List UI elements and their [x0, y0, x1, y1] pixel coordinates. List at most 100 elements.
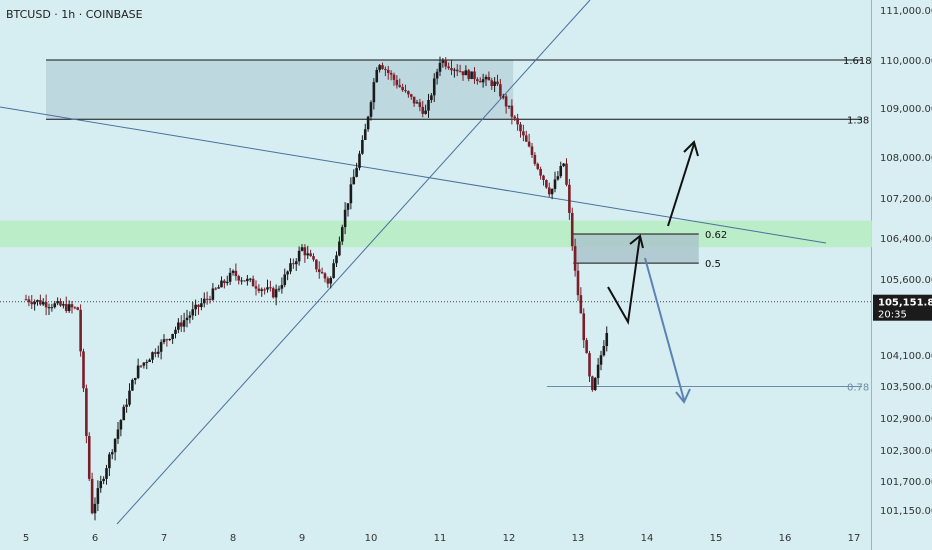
candle-body [461, 71, 465, 76]
candle-body [62, 304, 65, 306]
candle-body [53, 303, 57, 308]
arrowhead-up-1 [629, 234, 644, 249]
candle-body [99, 481, 103, 489]
candle-body [116, 429, 120, 439]
candle-body [533, 154, 537, 164]
candle-body [286, 271, 289, 275]
candle-body [156, 351, 160, 354]
candle-body [527, 141, 531, 147]
candle-body [487, 76, 491, 81]
candle-body [415, 102, 419, 104]
candle-body [386, 69, 390, 73]
candle-body [145, 361, 149, 363]
candle-body [599, 355, 603, 365]
candle-body [481, 79, 485, 83]
candle-body [320, 272, 324, 274]
candle-body [453, 69, 456, 71]
candle-body [570, 212, 574, 247]
candle-body [139, 365, 143, 367]
candle-body [266, 287, 269, 290]
candle-body [64, 304, 68, 311]
candle-body [424, 110, 427, 114]
candle-body [211, 288, 215, 300]
candle-body [188, 315, 192, 318]
candle-body [294, 261, 298, 265]
fib-level-label: 0.78 [847, 383, 869, 394]
price-tick-label: 104,100.00 [880, 351, 932, 362]
candle-body [395, 79, 399, 86]
candle-body [214, 288, 218, 290]
time-tick-label: 6 [92, 533, 98, 544]
candle-body [260, 289, 264, 291]
candle-body [430, 95, 433, 100]
candle-body [464, 70, 468, 76]
candle-body [369, 102, 373, 117]
candle-body [96, 488, 100, 504]
candle-body [591, 376, 594, 390]
candle-body [274, 289, 278, 298]
candle-body [427, 99, 430, 111]
projection-arrows-layer [607, 140, 699, 404]
candle-body [93, 503, 97, 514]
candle-body [277, 288, 281, 290]
candle-body [450, 68, 453, 71]
candle-body [484, 76, 488, 80]
candle-body [200, 303, 203, 308]
candle-body [407, 91, 410, 95]
candle-body [27, 299, 31, 303]
time-tick-label: 8 [230, 533, 236, 544]
candle-body [30, 302, 34, 305]
candle-body [179, 322, 183, 327]
candle-body [510, 105, 514, 117]
candle-body [59, 301, 62, 306]
candle-body [375, 69, 379, 83]
candle-body [559, 166, 563, 177]
price-tick-label: 108,000.00 [880, 153, 932, 164]
price-tick-label: 102,300.00 [880, 446, 932, 457]
candle-body [343, 209, 347, 228]
candle-body [269, 287, 272, 289]
candle-body [455, 69, 459, 72]
candle-body [292, 263, 295, 265]
candle-body [576, 270, 580, 296]
candle-body [562, 163, 565, 167]
time-tick-label: 13 [572, 533, 585, 544]
candle-body [248, 278, 252, 280]
time-tick-label: 14 [641, 533, 654, 544]
candle-body [136, 365, 140, 378]
candle-body [530, 146, 534, 155]
candle-body [524, 135, 528, 142]
zones-layer [0, 60, 872, 264]
candle-body [476, 79, 479, 82]
candle-body [228, 272, 232, 282]
candle-body [513, 116, 517, 119]
candle-body [24, 299, 28, 301]
time-tick-label: 17 [848, 533, 861, 544]
price-tick-label: 110,000.00 [880, 56, 932, 67]
candle-body [536, 163, 540, 169]
fib-level-label: 0.5 [705, 259, 721, 270]
candle-body [217, 287, 220, 289]
candle-body [605, 333, 609, 347]
candle-body [392, 74, 396, 80]
candle-body [361, 139, 364, 154]
candle-body [412, 96, 416, 104]
candle-body [378, 65, 381, 70]
time-tick-label: 16 [779, 533, 792, 544]
drawing-lines-layer [0, 0, 872, 525]
candle-body [67, 304, 71, 311]
candle-body [223, 280, 226, 284]
price-tick-label: 105,600.00 [880, 275, 932, 286]
candle-body [225, 281, 229, 284]
candle-body [202, 298, 206, 304]
time-axis[interactable]: 5 6 7 8 9 10 11 12 13 14 15 16 17 [23, 533, 861, 544]
candle-body [131, 379, 134, 391]
price-axis[interactable]: 111,000.00 110,000.00 109,000.00 108,000.00… [873, 6, 932, 517]
price-tick-label: 102,900.00 [880, 414, 932, 425]
candle-body [335, 255, 338, 264]
candle-body [352, 176, 356, 185]
candle-body [220, 280, 223, 288]
candle-body [197, 304, 200, 308]
price-tick-label: 101,700.00 [880, 477, 932, 488]
